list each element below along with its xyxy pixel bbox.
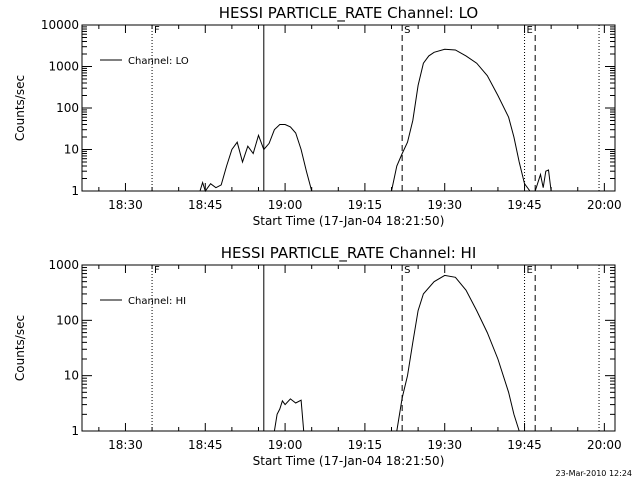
- series-line: [391, 48, 531, 192]
- x-tick-label: 19:45: [507, 438, 542, 452]
- footer-timestamp: 23-Mar-2010 12:24: [555, 469, 633, 478]
- y-tick-label: 1000: [48, 60, 79, 74]
- x-tick-label: 18:45: [188, 438, 223, 452]
- time-marker-label: E: [527, 25, 533, 36]
- time-marker-label: F: [154, 265, 160, 276]
- x-tick-label: 18:45: [188, 198, 223, 212]
- y-tick-label: 1000: [48, 258, 79, 272]
- time-marker-label: E: [527, 265, 533, 276]
- time-marker-label: F: [154, 25, 160, 36]
- chart-title: HESSI PARTICLE_RATE Channel: HI: [221, 244, 477, 263]
- legend-label: Channel: HI: [128, 296, 186, 307]
- y-tick-label: 1: [71, 184, 79, 198]
- x-tick-label: 19:00: [268, 198, 303, 212]
- x-tick-label: 18:30: [108, 438, 143, 452]
- series-line: [534, 169, 552, 192]
- x-tick-label: 19:30: [427, 438, 462, 452]
- x-tick-label: 20:00: [587, 438, 622, 452]
- x-tick-label: 18:30: [108, 198, 143, 212]
- x-axis-label: Start Time (17-Jan-04 18:21:50): [253, 454, 445, 468]
- legend-label: Channel: LO: [128, 56, 189, 67]
- x-tick-label: 20:00: [587, 198, 622, 212]
- chart-hi-channel: HESSI PARTICLE_RATE Channel: HI Counts/s…: [13, 244, 622, 468]
- y-tick-label: 10: [64, 369, 79, 383]
- x-tick-label: 19:15: [348, 438, 383, 452]
- y-tick-label: 10: [64, 143, 79, 157]
- y-tick-label: 10000: [41, 18, 79, 32]
- chart-title: HESSI PARTICLE_RATE Channel: LO: [219, 4, 478, 23]
- y-tick-label: 100: [56, 313, 79, 327]
- series-line: [273, 398, 305, 432]
- y-tick-label: 1: [71, 424, 79, 438]
- y-axis-label: Counts/sec: [13, 315, 27, 381]
- x-tick-label: 19:30: [427, 198, 462, 212]
- time-marker-label: S: [404, 25, 410, 36]
- x-tick-label: 19:45: [507, 198, 542, 212]
- x-tick-label: 19:00: [268, 438, 303, 452]
- series-line: [396, 274, 520, 432]
- x-tick-label: 19:15: [348, 198, 383, 212]
- x-axis-label: Start Time (17-Jan-04 18:21:50): [253, 214, 445, 228]
- time-marker-label: S: [404, 265, 410, 276]
- series-line: [199, 124, 313, 193]
- y-tick-label: 100: [56, 101, 79, 115]
- chart-lo-channel: HESSI PARTICLE_RATE Channel: LO Counts/s…: [13, 4, 622, 228]
- y-axis-label: Counts/sec: [13, 75, 27, 141]
- plot-frame: [81, 264, 616, 432]
